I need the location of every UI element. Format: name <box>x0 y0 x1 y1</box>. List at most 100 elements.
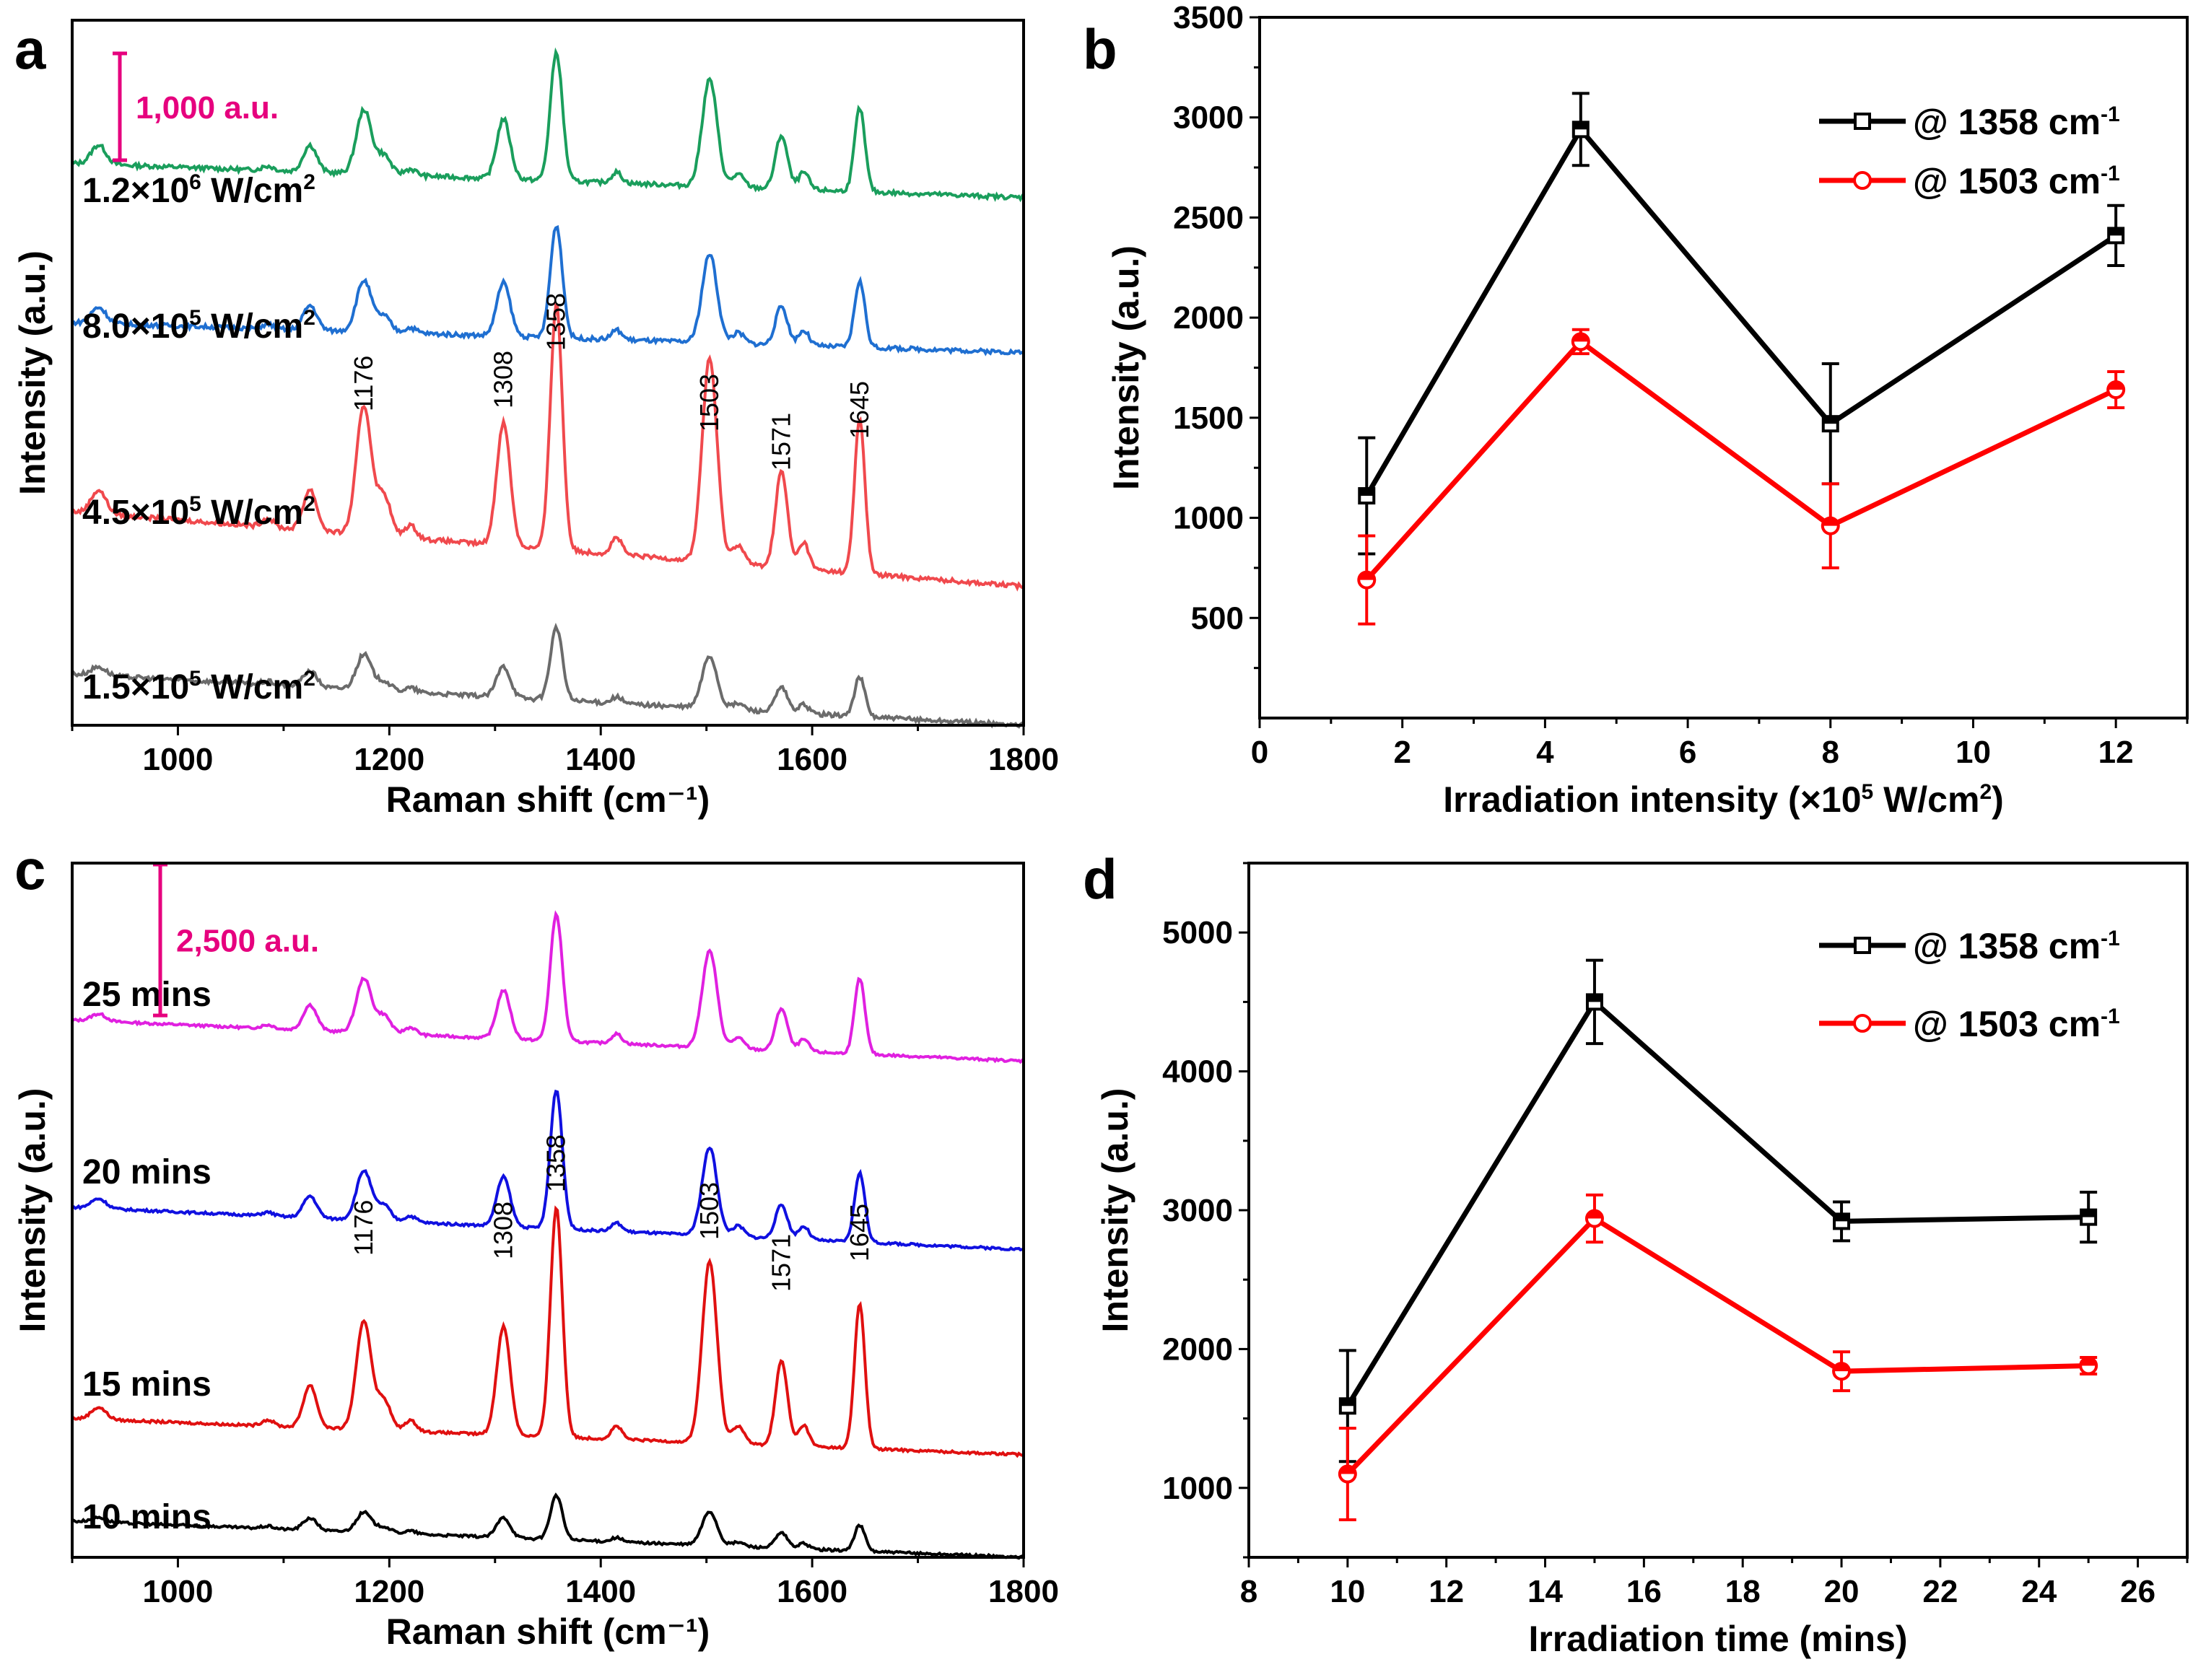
panel-letter-a: a <box>14 17 46 81</box>
peak-label: 1645 <box>845 381 874 439</box>
x-tick-label: 10 <box>1330 1574 1365 1609</box>
x-tick-label: 1400 <box>565 1574 636 1609</box>
spectrum-line <box>71 47 1025 203</box>
panel-letter-c: c <box>14 838 45 901</box>
peak-label: 1571 <box>767 1234 796 1292</box>
y-tick-label: 1000 <box>1173 501 1244 536</box>
x-tick-label: 1400 <box>565 742 636 777</box>
y-axis-label: Intensity (a.u.) <box>12 250 53 495</box>
x-tick-label: 26 <box>2120 1574 2155 1609</box>
x-axis-label: Irradiation intensity (×105 W/cm2) <box>1443 779 2004 820</box>
text-span: 1.5×10 <box>82 668 189 706</box>
peak-label: 1358 <box>541 1134 571 1192</box>
series-line <box>1364 338 2117 582</box>
marker-square-fill <box>2109 228 2124 236</box>
x-tick-label: 1800 <box>988 1574 1059 1609</box>
text-span: W/cm <box>201 172 303 210</box>
marker-circle-fill <box>1822 517 1839 526</box>
legend-marker <box>1854 937 1871 954</box>
series-line <box>1346 1215 2089 1476</box>
text-span: W/cm <box>1873 779 1979 820</box>
x-tick-label: 8 <box>1240 1574 1257 1609</box>
superscript: 5 <box>1862 780 1874 804</box>
x-tick-label: 1800 <box>988 742 1059 777</box>
y-tick-label: 500 <box>1191 600 1244 636</box>
marker-circle-fill <box>1834 1363 1850 1372</box>
x-tick-label: 10 <box>1956 735 1991 770</box>
panel-c: c 25 mins 20 mins 15 mins 10 mins 1176 1308 135… <box>12 838 1059 1652</box>
x-axis-label: Raman shift (cm⁻¹) <box>386 779 710 820</box>
marker-circle-fill <box>2108 382 2124 390</box>
x-tick-label: 1600 <box>777 742 847 777</box>
superscript: 2 <box>303 667 315 691</box>
peak-label: 1571 <box>767 413 796 471</box>
y-tick-label: 2000 <box>1173 300 1244 336</box>
text-span: W/cm <box>201 668 303 706</box>
legend-marker <box>1853 171 1872 190</box>
x-tick-label: 0 <box>1251 735 1268 770</box>
x-tick-label: 1600 <box>777 1574 847 1609</box>
marker-square-fill <box>1823 416 1838 424</box>
superscript: 5 <box>189 667 201 691</box>
text-span: Irradiation intensity (×10 <box>1443 779 1861 820</box>
superscript: -1 <box>2101 102 2120 126</box>
spectrum-line <box>71 224 1024 356</box>
peak-label: 1358 <box>541 293 571 351</box>
marker-circle-fill <box>1359 572 1375 580</box>
y-tick-label: 3500 <box>1173 0 1244 35</box>
spectrum-line <box>71 910 1025 1064</box>
peak-label: 1308 <box>488 1202 518 1259</box>
legend-label: @ 1503 cm-1 <box>1913 1004 2120 1044</box>
text-span: @ 1358 cm <box>1913 926 2101 966</box>
x-tick-label: 22 <box>1922 1574 1958 1609</box>
spectrum-line <box>71 302 1024 592</box>
marker-square-fill <box>1340 1399 1355 1406</box>
x-tick-label: 18 <box>1725 1574 1761 1609</box>
text-span: W/cm <box>201 494 303 532</box>
trace-label: 25 mins <box>82 976 212 1014</box>
trace-label: 20 mins <box>82 1153 212 1191</box>
x-tick-label: 24 <box>2021 1574 2057 1609</box>
plot-frame <box>71 19 1025 727</box>
marker-square-fill <box>1834 1214 1849 1222</box>
y-tick-label: 1500 <box>1173 401 1244 436</box>
x-tick-label: 12 <box>1429 1574 1464 1609</box>
spectrum-line <box>71 1492 1025 1560</box>
marker-square-fill <box>2081 1209 2096 1217</box>
text-span: 8.0×10 <box>82 307 189 346</box>
trace-label: 1.5×105 W/cm2 <box>82 667 315 706</box>
scale-bar-label: 2,500 a.u. <box>176 924 319 959</box>
y-tick-label: 2500 <box>1173 200 1244 235</box>
x-tick-label: 1200 <box>354 742 424 777</box>
legend-marker <box>1854 113 1871 130</box>
text-span: @ 1358 cm <box>1913 102 2101 142</box>
trace-label: 4.5×105 W/cm2 <box>82 492 315 532</box>
y-tick-label: 2000 <box>1162 1331 1233 1367</box>
spectrum-line <box>71 622 1025 729</box>
marker-circle-fill <box>1572 333 1589 342</box>
y-axis-label: Intensity (a.u.) <box>1095 1088 1135 1333</box>
y-axis-label: Intensity (a.u.) <box>1106 245 1146 490</box>
peak-label: 1308 <box>488 351 518 408</box>
text-span: 1.2×10 <box>82 172 189 210</box>
peak-label: 1176 <box>349 1200 378 1256</box>
x-tick-label: 20 <box>1824 1574 1860 1609</box>
x-tick-label: 2 <box>1393 735 1411 770</box>
x-tick-label: 12 <box>2098 735 2134 770</box>
superscript: 2 <box>303 492 315 516</box>
marker-square-fill <box>1587 994 1602 1002</box>
superscript: 5 <box>189 306 201 330</box>
superscript: -1 <box>2101 1005 2120 1028</box>
panel-letter-d: d <box>1083 847 1117 911</box>
panel-letter-b: b <box>1083 17 1117 81</box>
x-axis-label: Irradiation time (mins) <box>1528 1619 1907 1659</box>
text-span: ) <box>1992 779 2004 820</box>
marker-square-fill <box>1573 122 1588 130</box>
text-span: @ 1503 cm <box>1913 161 2101 201</box>
y-tick-label: 3000 <box>1173 100 1244 136</box>
superscript: 2 <box>303 306 315 330</box>
trace-label: 1.2×106 W/cm2 <box>82 170 315 210</box>
y-tick-label: 3000 <box>1162 1193 1233 1228</box>
